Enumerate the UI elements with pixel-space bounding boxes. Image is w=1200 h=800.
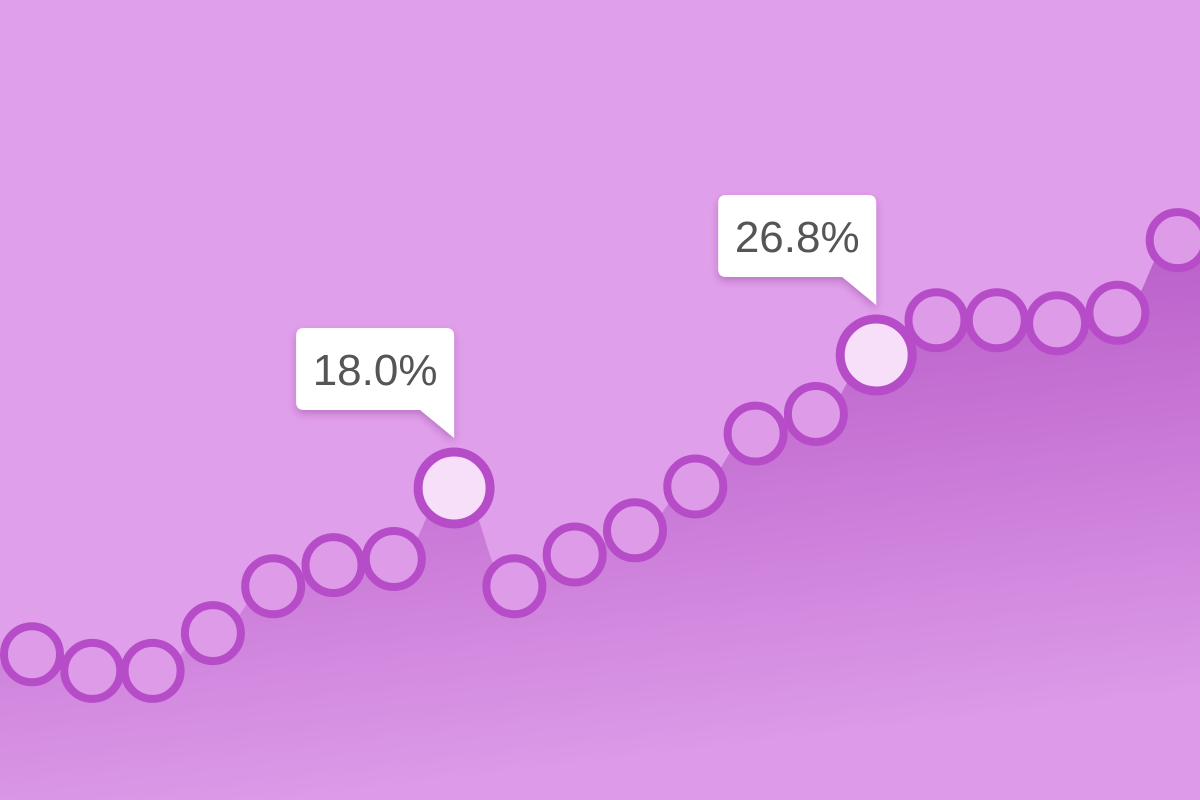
data-point-marker bbox=[663, 454, 728, 519]
data-point-marker bbox=[120, 638, 185, 703]
data-point-marker bbox=[542, 522, 607, 587]
value-callout: 18.0% bbox=[296, 328, 455, 438]
data-point-marker bbox=[904, 288, 969, 353]
highlight-point-marker bbox=[413, 447, 495, 529]
data-point-marker bbox=[0, 622, 64, 687]
data-point-marker bbox=[241, 554, 306, 619]
data-point-marker bbox=[60, 638, 125, 703]
data-point-marker bbox=[723, 401, 788, 466]
data-point-marker bbox=[783, 381, 848, 446]
highlight-point-marker bbox=[835, 314, 917, 396]
data-point-marker bbox=[361, 527, 426, 592]
value-callout: 26.8% bbox=[718, 195, 877, 306]
data-point-marker bbox=[180, 601, 245, 666]
callout-label: 18.0% bbox=[313, 346, 438, 395]
data-point-marker bbox=[482, 554, 547, 619]
data-point-marker bbox=[1145, 208, 1200, 273]
data-point-marker bbox=[1025, 291, 1090, 356]
data-point-marker bbox=[964, 288, 1029, 353]
data-point-marker bbox=[1085, 280, 1150, 345]
data-point-marker bbox=[603, 498, 667, 563]
data-point-marker bbox=[301, 533, 366, 598]
data-markers bbox=[0, 208, 1200, 703]
callout-bubble bbox=[718, 195, 877, 306]
callout-bubble bbox=[296, 328, 455, 438]
value-callouts: 18.0% 26.8% bbox=[296, 195, 877, 438]
callout-label: 26.8% bbox=[735, 213, 860, 262]
